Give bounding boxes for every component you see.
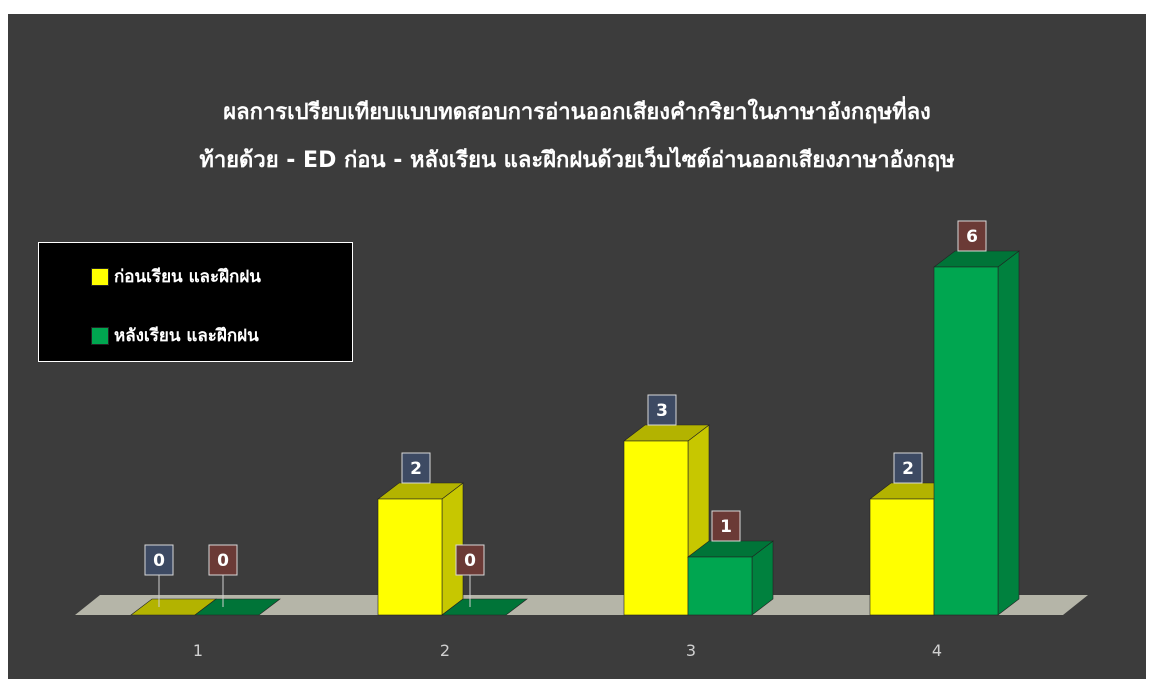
data-label-before-cat-3: 3 (656, 401, 668, 421)
bar-front-face (377, 498, 443, 616)
chart-floor (75, 595, 1088, 615)
x-tick-label: 1 (193, 641, 203, 660)
data-label-after-cat-3: 1 (720, 517, 732, 537)
data-label-box (208, 544, 238, 576)
data-label-after-cat-1: 0 (217, 551, 229, 571)
bar-before-cat-2 (377, 482, 464, 616)
bar-after-cat-3 (687, 540, 774, 616)
bar-front-face (933, 266, 999, 616)
chart-title-line-1: ผลการเปรียบเทียบแบบทดสอบการอ่านออกเสียงค… (223, 100, 931, 125)
legend-label-before: ก่อนเรียน และฝึกฝน (114, 267, 261, 287)
data-label-after-cat-4: 6 (966, 227, 978, 247)
data-label-box (401, 452, 431, 484)
legend-swatch-before (91, 267, 109, 286)
bar-before-cat-3 (623, 424, 710, 616)
data-label-box (144, 544, 174, 576)
bar-front-face (869, 498, 935, 616)
legend-swatch-after (91, 326, 109, 345)
bar-after-cat-4 (933, 250, 1020, 616)
data-label-box (957, 220, 987, 252)
data-label-after-cat-2: 0 (464, 551, 476, 571)
bar-after-cat-2 (441, 598, 528, 616)
data-label-before-cat-4: 2 (902, 459, 914, 479)
bar-front-face (623, 440, 689, 616)
bar-after-cat-1 (194, 598, 281, 616)
legend-label-after: หลังเรียน และฝึกฝน (114, 326, 259, 346)
x-tick-label: 3 (686, 641, 696, 660)
bar-side-face (997, 250, 1020, 616)
bar-zero-face (194, 598, 281, 616)
data-label-box (893, 452, 923, 484)
chart-legend: ก่อนเรียน และฝึกฝน หลังเรียน และฝึกฝน (38, 242, 353, 362)
x-tick-label: 2 (440, 641, 450, 660)
legend-item-before: ก่อนเรียน และฝึกฝน (91, 263, 261, 290)
data-label-box (647, 394, 677, 426)
chart-title-line-2: ท้ายด้วย - ED ก่อน - หลังเรียน และฝึกฝนด… (199, 148, 955, 173)
data-label-before-cat-1: 0 (153, 551, 165, 571)
bar-front-face (687, 556, 753, 616)
data-label-box (711, 510, 741, 542)
x-tick-label: 4 (932, 641, 942, 660)
data-label-before-cat-2: 2 (410, 459, 422, 479)
plot-area: 1 2 3 4 0 0 2 0 3 1 2 6 (75, 220, 1088, 660)
bar-zero-face (441, 598, 528, 616)
chart-panel: ผลการเปรียบเทียบแบบทดสอบการอ่านออกเสียงค… (8, 14, 1146, 679)
legend-item-after: หลังเรียน และฝึกฝน (91, 322, 259, 349)
data-label-box (455, 544, 485, 576)
